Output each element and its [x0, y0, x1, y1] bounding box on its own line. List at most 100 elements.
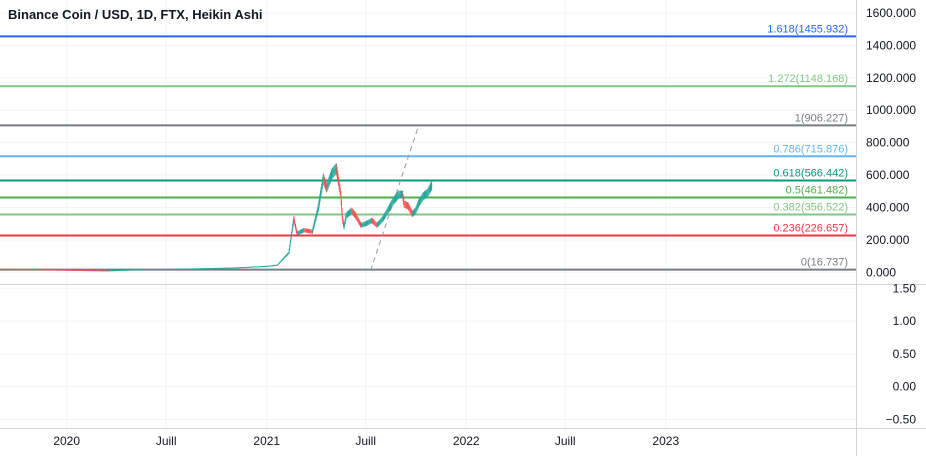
- candle-body: [383, 216, 385, 218]
- candle-body: [126, 269, 128, 271]
- candle-body: [214, 268, 216, 269]
- candle-body: [119, 270, 121, 271]
- candle-body: [141, 269, 143, 271]
- candle-body: [57, 269, 58, 271]
- candle-body: [299, 232, 300, 233]
- time-tick-label: Juill: [555, 434, 576, 448]
- candle-body: [156, 269, 158, 271]
- candle-body: [205, 268, 207, 270]
- candle-body: [416, 207, 417, 210]
- candle-body: [397, 195, 399, 196]
- candle-body: [74, 270, 76, 271]
- candle-body: [40, 269, 41, 271]
- candle-body: [280, 260, 282, 262]
- candle-body: [391, 202, 393, 204]
- candle-body: [338, 178, 339, 182]
- candle-body: [198, 268, 199, 270]
- candle-body: [360, 224, 362, 226]
- candle-body: [383, 216, 385, 217]
- candle-body: [3, 269, 5, 270]
- candle-body: [333, 170, 335, 172]
- candle-body: [244, 267, 246, 268]
- candle-body: [119, 270, 121, 271]
- candle-body: [420, 199, 422, 201]
- candle-body: [359, 223, 361, 225]
- candle-body: [65, 269, 66, 271]
- candle-body: [408, 206, 410, 208]
- candle-body: [298, 232, 299, 234]
- candle-body: [215, 268, 216, 269]
- candle-body: [293, 218, 295, 222]
- candle-body: [290, 233, 292, 238]
- candle-body: [258, 266, 260, 268]
- candle-body: [107, 270, 109, 272]
- candle-body: [321, 188, 322, 192]
- candle-body: [101, 270, 103, 272]
- candle-body: [300, 231, 302, 233]
- candle-body: [344, 221, 346, 225]
- candle-body: [212, 268, 213, 270]
- candle-body: [379, 221, 381, 223]
- candle-body: [130, 269, 132, 271]
- candle-body: [287, 253, 288, 255]
- candle-body: [330, 174, 332, 177]
- candle-body: [72, 270, 74, 271]
- candle-body: [274, 265, 275, 267]
- candle-body: [396, 196, 398, 198]
- candle-body: [80, 270, 81, 272]
- candle-body: [204, 268, 206, 270]
- candle-body: [309, 231, 310, 232]
- candle-body: [324, 181, 326, 184]
- candle-body: [180, 268, 181, 270]
- candle-body: [1, 269, 2, 270]
- candle-body: [313, 225, 315, 228]
- candle-body: [73, 270, 75, 271]
- candle-body: [286, 255, 287, 256]
- candle-body: [61, 269, 63, 271]
- candle-body: [361, 224, 363, 226]
- candle-body: [269, 265, 270, 267]
- candle-body: [402, 194, 404, 198]
- candle-body: [373, 222, 375, 223]
- candle-body: [67, 269, 69, 271]
- candle-body: [270, 265, 271, 267]
- candle-body: [410, 209, 411, 211]
- candle-body: [32, 269, 34, 271]
- candle-body: [297, 232, 299, 234]
- candle-body: [8, 269, 10, 270]
- candle-body: [364, 223, 366, 225]
- candle-body: [213, 268, 215, 269]
- candle-body: [293, 218, 294, 223]
- candle-body: [141, 269, 142, 271]
- candle-body: [121, 270, 123, 271]
- candle-body: [9, 269, 11, 270]
- candle-body: [29, 269, 31, 271]
- candle-body: [342, 221, 344, 225]
- candle-body: [275, 265, 277, 266]
- candle-body: [84, 270, 86, 272]
- candle-body: [252, 266, 253, 268]
- candle-body: [270, 265, 272, 267]
- candle-body: [277, 264, 279, 266]
- candle-body: [388, 207, 390, 209]
- candle-body: [247, 267, 248, 268]
- candle-body: [174, 268, 175, 270]
- candle-body: [375, 224, 377, 225]
- candle-body: [95, 270, 97, 272]
- candle-body: [262, 266, 264, 268]
- candle-body: [344, 224, 345, 227]
- candle-body: [151, 269, 153, 271]
- candle-body: [358, 220, 359, 222]
- candle-body: [351, 210, 353, 212]
- candle-body: [288, 252, 289, 254]
- candle-body: [338, 181, 340, 185]
- candle-body: [351, 210, 352, 212]
- candle-body: [47, 269, 49, 271]
- candle-body: [88, 270, 90, 272]
- candle-body: [153, 269, 154, 271]
- candle-body: [177, 268, 179, 270]
- candle-body: [310, 231, 312, 233]
- candle-body: [99, 270, 101, 272]
- candle-body: [239, 267, 241, 269]
